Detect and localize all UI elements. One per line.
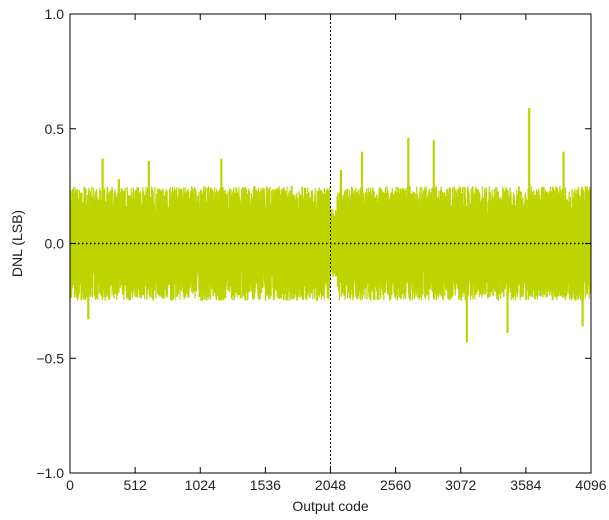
reference-lines xyxy=(70,14,591,473)
x-tick-label: 2560 xyxy=(380,477,411,493)
y-tick-label: 0.5 xyxy=(45,121,65,137)
x-tick-label: 3584 xyxy=(510,477,541,493)
series-layer xyxy=(70,108,591,343)
x-tick-label: 0 xyxy=(66,477,74,493)
y-tick-label: −1.0 xyxy=(36,465,64,481)
x-tick-label: 3072 xyxy=(445,477,476,493)
x-tick-label: 2048 xyxy=(315,477,346,493)
x-tick-label: 1024 xyxy=(185,477,216,493)
y-tick-label: 1.0 xyxy=(45,6,65,22)
x-axis-label: Output code xyxy=(292,498,368,514)
x-tick-label: 512 xyxy=(123,477,147,493)
y-axis-label: DNL (LSB) xyxy=(9,210,25,277)
x-tick-label: 1536 xyxy=(250,477,281,493)
y-tick-label: 0.0 xyxy=(45,236,65,252)
y-tick-label: −0.5 xyxy=(36,350,64,366)
axis-ticks: 0 512 1024 1536 2048 2560 3072 3584 4096 −1.0 −0.5… xyxy=(36,6,606,493)
x-tick-label: 4096 xyxy=(575,477,606,493)
